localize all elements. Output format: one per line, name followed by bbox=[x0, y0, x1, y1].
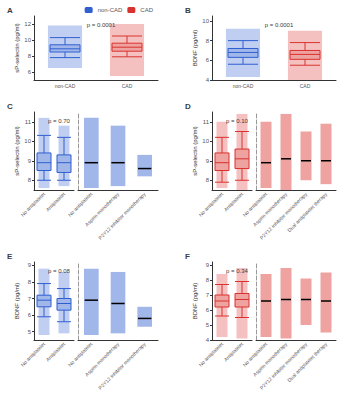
svg-text:C: C bbox=[7, 102, 13, 111]
svg-text:7: 7 bbox=[206, 292, 210, 298]
svg-text:Aspirin monotherapy: Aspirin monotherapy bbox=[83, 340, 121, 378]
svg-text:non-CAD: non-CAD bbox=[233, 83, 254, 89]
svg-text:6: 6 bbox=[206, 307, 210, 313]
svg-text:9: 9 bbox=[28, 158, 32, 164]
svg-text:10: 10 bbox=[202, 138, 209, 144]
svg-text:11: 11 bbox=[203, 119, 210, 125]
svg-text:Aspirin monotherapy: Aspirin monotherapy bbox=[252, 191, 289, 228]
svg-text:B: B bbox=[185, 6, 191, 15]
svg-text:A: A bbox=[7, 6, 13, 15]
svg-text:5: 5 bbox=[28, 329, 32, 335]
svg-text:Antiplatelet: Antiplatelet bbox=[222, 190, 244, 212]
svg-text:12: 12 bbox=[24, 21, 31, 27]
svg-text:8: 8 bbox=[206, 38, 210, 44]
svg-text:8: 8 bbox=[28, 53, 32, 59]
svg-text:sP-selectin (pg/ml): sP-selectin (pg/ml) bbox=[14, 126, 20, 176]
svg-text:7: 7 bbox=[28, 296, 32, 302]
svg-text:6: 6 bbox=[28, 69, 32, 75]
svg-text:11: 11 bbox=[25, 119, 32, 125]
svg-text:6: 6 bbox=[28, 312, 32, 318]
svg-text:Antiplatelet: Antiplatelet bbox=[44, 340, 66, 362]
svg-text:CAD: CAD bbox=[122, 83, 133, 89]
svg-text:non-CAD: non-CAD bbox=[55, 83, 76, 89]
svg-text:No antiplatelet: No antiplatelet bbox=[19, 190, 46, 217]
svg-text:4: 4 bbox=[206, 77, 210, 83]
svg-text:p = 0.0001: p = 0.0001 bbox=[87, 22, 116, 28]
svg-text:BDNF (pg/ml): BDNF (pg/ml) bbox=[192, 283, 198, 320]
svg-text:8: 8 bbox=[206, 177, 210, 183]
svg-text:p = 0.08: p = 0.08 bbox=[48, 268, 71, 274]
svg-text:p = 0.34: p = 0.34 bbox=[226, 268, 249, 274]
svg-text:sP-selectin (pg/ml): sP-selectin (pg/ml) bbox=[192, 126, 198, 176]
svg-text:No antiplatelet: No antiplatelet bbox=[241, 190, 269, 218]
svg-text:Antiplatelet: Antiplatelet bbox=[44, 190, 66, 212]
svg-text:P2Y12 inhibitor monotherapy: P2Y12 inhibitor monotherapy bbox=[258, 340, 309, 391]
svg-text:BDNF (pg/ml): BDNF (pg/ml) bbox=[14, 283, 20, 320]
svg-text:non-CAD: non-CAD bbox=[98, 7, 123, 13]
svg-text:Antiplatelet: Antiplatelet bbox=[222, 340, 244, 362]
svg-text:CAD: CAD bbox=[300, 83, 311, 89]
svg-text:No antiplatelet: No antiplatelet bbox=[19, 340, 46, 367]
svg-text:9: 9 bbox=[206, 158, 210, 164]
svg-text:p = 0.70: p = 0.70 bbox=[48, 118, 71, 124]
svg-text:p = 0.10: p = 0.10 bbox=[226, 118, 249, 124]
svg-text:6: 6 bbox=[206, 57, 210, 63]
svg-text:sP-selectin (pg/ml): sP-selectin (pg/ml) bbox=[14, 23, 20, 73]
svg-text:4: 4 bbox=[206, 337, 210, 343]
svg-text:No antiplatelet: No antiplatelet bbox=[197, 190, 224, 217]
svg-text:No antiplatelet: No antiplatelet bbox=[67, 190, 94, 217]
svg-text:E: E bbox=[7, 252, 13, 261]
svg-text:p = 0.0001: p = 0.0001 bbox=[265, 22, 294, 28]
svg-text:Aspirin monotherapy: Aspirin monotherapy bbox=[83, 190, 121, 228]
svg-text:P2Y12 inhibitor monotherapy: P2Y12 inhibitor monotherapy bbox=[97, 191, 147, 241]
svg-text:8: 8 bbox=[28, 177, 32, 183]
svg-text:10: 10 bbox=[24, 138, 31, 144]
svg-text:8: 8 bbox=[206, 277, 210, 283]
svg-text:9: 9 bbox=[28, 262, 32, 268]
svg-text:Dual antiplatelet therapy: Dual antiplatelet therapy bbox=[286, 191, 329, 234]
svg-text:Aspirin monotherapy: Aspirin monotherapy bbox=[252, 341, 289, 378]
svg-text:P2Y12 inhibitor monotherapy: P2Y12 inhibitor monotherapy bbox=[258, 190, 309, 241]
svg-text:9: 9 bbox=[206, 262, 210, 268]
svg-text:BDNF (pg/ml): BDNF (pg/ml) bbox=[192, 30, 198, 67]
svg-text:10: 10 bbox=[24, 37, 31, 43]
svg-text:P2Y12 inhibitor monotherapy: P2Y12 inhibitor monotherapy bbox=[97, 341, 147, 391]
svg-text:10: 10 bbox=[202, 18, 209, 24]
svg-text:Dual antiplatelet therapy: Dual antiplatelet therapy bbox=[286, 341, 329, 384]
svg-text:5: 5 bbox=[206, 322, 210, 328]
svg-text:No antiplatelet: No antiplatelet bbox=[241, 340, 269, 368]
svg-text:F: F bbox=[185, 252, 190, 261]
svg-text:8: 8 bbox=[28, 279, 32, 285]
svg-text:CAD: CAD bbox=[140, 7, 153, 13]
svg-text:No antiplatelet: No antiplatelet bbox=[67, 340, 94, 367]
svg-text:D: D bbox=[185, 102, 191, 111]
svg-text:No antiplatelet: No antiplatelet bbox=[197, 340, 224, 367]
